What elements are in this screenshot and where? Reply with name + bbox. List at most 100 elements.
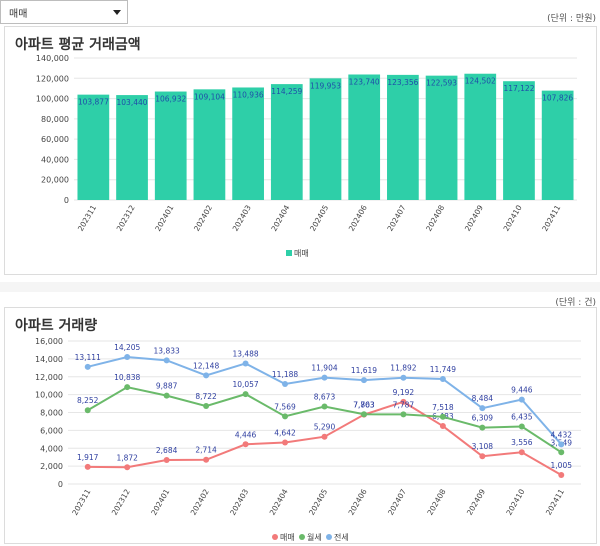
data-point <box>400 398 407 405</box>
bar <box>464 73 497 200</box>
x-tick-label: 202410 <box>504 487 526 516</box>
chevron-down-icon <box>113 10 121 15</box>
data-label: 9,192 <box>393 388 415 397</box>
x-tick-label: 202407 <box>386 203 408 232</box>
legend-marker <box>272 534 278 540</box>
chart2-title: 아파트 거래량 <box>15 318 98 334</box>
data-point <box>282 381 289 388</box>
data-point <box>163 392 170 399</box>
x-tick-label: 202407 <box>386 487 408 516</box>
bar <box>309 78 342 200</box>
y-tick-label: 140,000 <box>36 54 69 63</box>
data-point <box>124 384 131 391</box>
data-label: 2,684 <box>156 446 178 455</box>
data-label: 4,642 <box>274 429 296 438</box>
bar-value-label: 117,122 <box>503 84 534 93</box>
bar <box>541 90 574 200</box>
y-tick-label: 0 <box>58 480 63 489</box>
bar-value-label: 124,502 <box>465 77 496 86</box>
y-tick-label: 0 <box>64 196 69 205</box>
data-label: 1,872 <box>116 453 138 462</box>
chart1-title: 아파트 평균 거래금액 <box>15 37 141 53</box>
bar <box>348 74 381 200</box>
data-label: 1,005 <box>551 461 573 470</box>
y-tick-label: 8,000 <box>40 409 63 418</box>
data-label: 4,432 <box>551 430 573 439</box>
chart2-unit: (단위 : 건) <box>555 298 596 308</box>
y-tick-label: 16,000 <box>35 337 63 346</box>
price-bar-chart: 0 20,000 40,000 60,000 80,000 100,000 120,000 1… <box>36 54 577 258</box>
x-tick-label: 202312 <box>115 203 137 232</box>
data-label: 11,188 <box>272 370 298 379</box>
volume-line-chart: 0 2,000 4,000 6,000 8,000 10,000 12,000 14,000 1… <box>35 337 581 542</box>
x-tick-label: 202311 <box>76 203 98 232</box>
x-tick-label: 202411 <box>540 203 562 232</box>
y-tick-label: 4,000 <box>40 444 63 453</box>
data-label: 7,803 <box>353 400 375 409</box>
y-tick-label: 40,000 <box>41 155 69 164</box>
data-point <box>203 456 210 463</box>
data-point <box>518 449 525 456</box>
x-tick-label: 202403 <box>228 487 250 516</box>
data-point <box>439 413 446 420</box>
data-point <box>124 354 131 361</box>
data-label: 14,205 <box>114 343 140 352</box>
x-tick-label: 202405 <box>307 487 329 516</box>
data-point <box>321 403 328 410</box>
bar-value-label: 106,932 <box>155 95 186 104</box>
data-point <box>84 363 91 370</box>
x-tick-label: 202405 <box>308 203 330 232</box>
bar-value-label: 119,953 <box>310 81 341 90</box>
data-label: 7,518 <box>432 403 454 412</box>
data-point <box>84 463 91 470</box>
data-point <box>439 375 446 382</box>
x-tick-label: 202403 <box>231 203 253 232</box>
data-point <box>163 457 170 464</box>
data-point <box>518 423 525 430</box>
bar <box>77 94 110 200</box>
data-point <box>360 377 367 384</box>
bar <box>116 95 148 200</box>
data-label: 4,446 <box>235 430 257 439</box>
data-point <box>558 441 565 448</box>
legend-label: 매매 <box>294 249 309 258</box>
volume-chart-panel: 아파트 거래량 <box>4 307 597 544</box>
data-label: 13,488 <box>232 349 258 358</box>
data-label: 7,763 <box>353 401 375 410</box>
data-label: 6,435 <box>511 412 533 421</box>
bar <box>193 89 226 200</box>
data-label: 10,838 <box>114 373 140 382</box>
x-tick-label: 202312 <box>110 487 132 516</box>
x-tick-label: 202401 <box>153 203 175 232</box>
data-point <box>124 464 131 471</box>
data-point <box>321 374 328 381</box>
data-point <box>400 411 407 418</box>
x-tick-label: 202409 <box>465 487 487 516</box>
x-tick-label: 202406 <box>347 487 369 516</box>
x-tick-label: 202402 <box>192 203 214 232</box>
data-point <box>242 391 249 398</box>
y-tick-label: 14,000 <box>35 355 63 364</box>
data-label: 13,111 <box>75 353 101 362</box>
bar <box>270 84 303 200</box>
trade-type-select-value: 매매 <box>9 8 28 20</box>
x-tick-label: 202402 <box>189 487 211 516</box>
data-label: 11,619 <box>351 366 377 375</box>
legend-swatch <box>286 250 292 256</box>
data-label: 3,108 <box>472 442 494 451</box>
data-label: 7,569 <box>274 402 296 411</box>
bar-value-label: 103,440 <box>117 98 148 107</box>
section-divider <box>0 282 600 292</box>
bar <box>503 81 535 200</box>
data-label: 8,484 <box>472 394 494 403</box>
legend-marker <box>326 534 332 540</box>
trade-type-select[interactable]: 매매 <box>0 0 128 24</box>
x-tick-label: 202409 <box>463 203 485 232</box>
data-point <box>203 403 210 410</box>
data-point <box>400 374 407 381</box>
y-tick-label: 80,000 <box>41 115 69 124</box>
bar-value-label: 123,356 <box>387 78 418 87</box>
y-tick-label: 12,000 <box>35 373 63 382</box>
bar-value-label: 122,593 <box>426 79 457 88</box>
bar <box>387 74 419 200</box>
